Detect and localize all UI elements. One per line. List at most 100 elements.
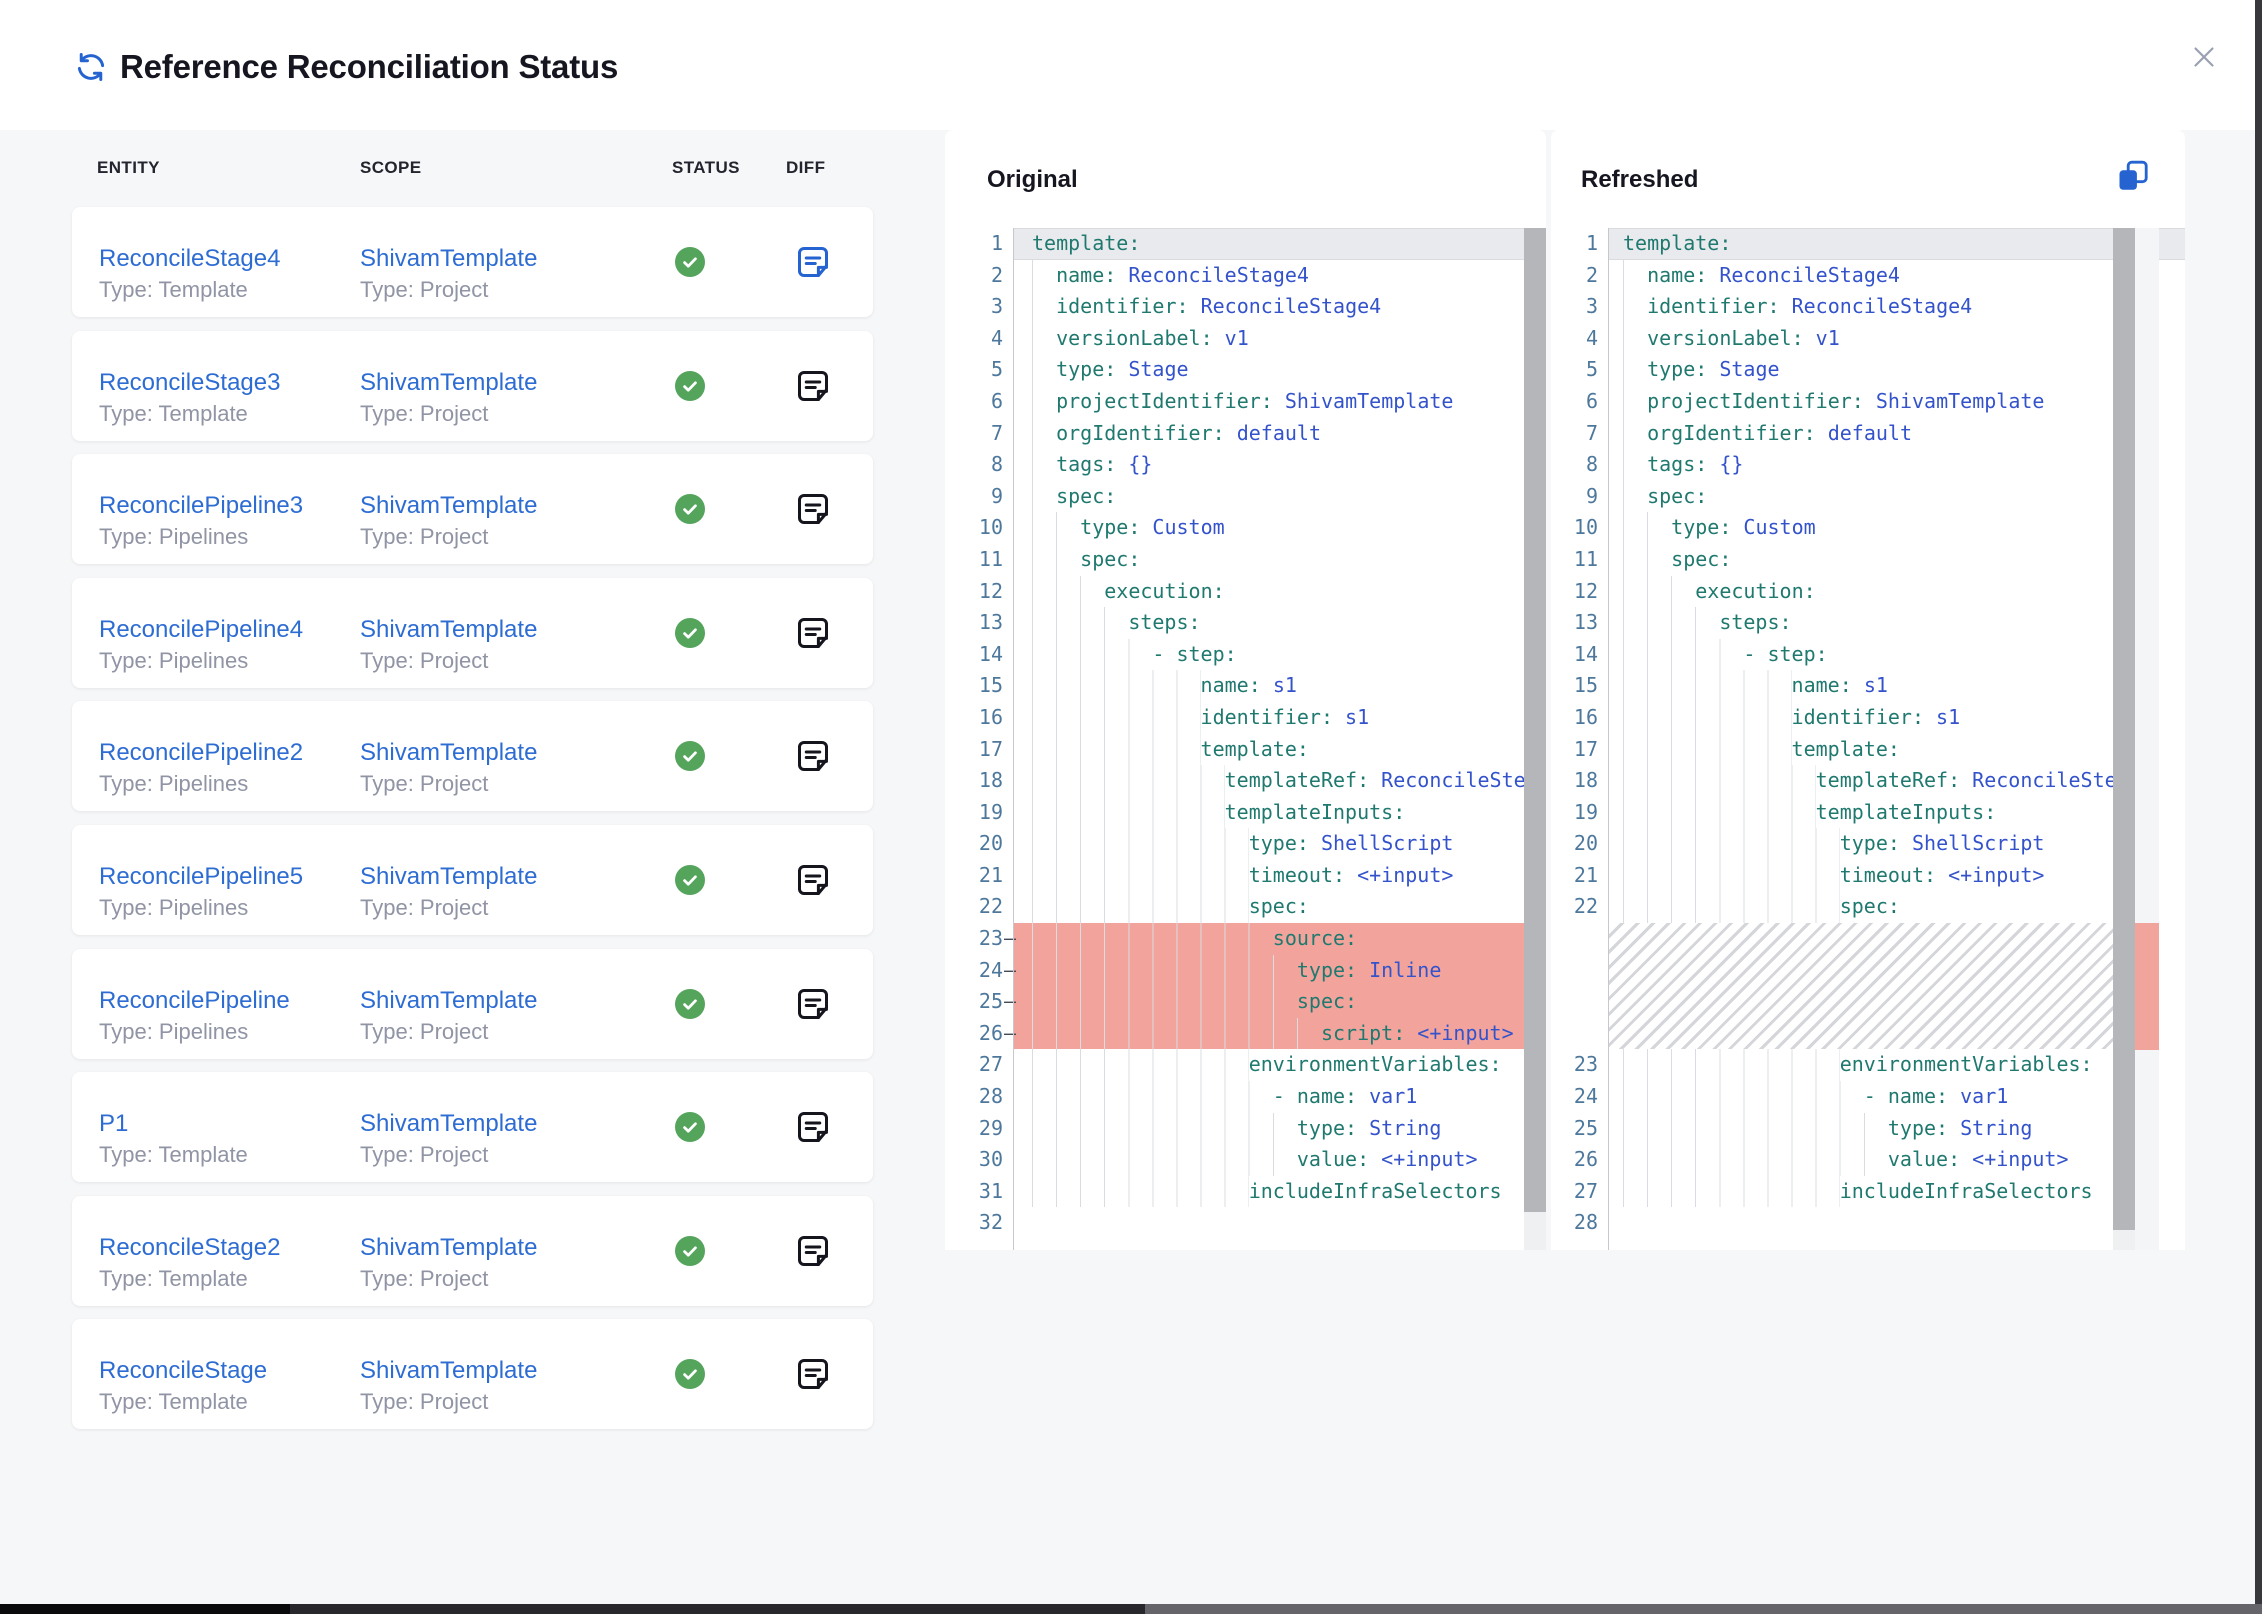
line-number: 3 — [990, 294, 1003, 319]
scope-link[interactable]: ShivamTemplate — [360, 245, 538, 272]
table-row[interactable]: ReconcileStage2 Type: Template ShivamTempl… — [72, 1195, 873, 1306]
yaml-key: - step: — [1152, 641, 1237, 666]
scope-link[interactable]: ShivamTemplate — [360, 615, 538, 643]
table-row[interactable]: ReconcileStage Type: Template ShivamTempla… — [72, 1319, 873, 1430]
diff-button[interactable] — [795, 368, 831, 404]
original-scrollbar[interactable] — [1524, 228, 1546, 1250]
diff-button[interactable] — [795, 862, 831, 898]
indent-guides — [1032, 1144, 1297, 1176]
table-row[interactable]: ReconcilePipeline3 Type: Pipelines ShivamT… — [72, 454, 873, 565]
indent-guides — [1032, 417, 1057, 450]
diff-note-icon — [795, 494, 831, 530]
code-line: 27 environmentVariables: — [945, 1049, 1546, 1082]
indent-guides — [1623, 575, 1696, 608]
refreshed-scrollbar[interactable] — [2113, 228, 2135, 1250]
indent-guides — [1623, 765, 1816, 797]
check-circle-icon — [675, 1235, 705, 1266]
scope-link[interactable]: ShivamTemplate — [360, 368, 538, 396]
yaml-value: ReconcileStage4 — [1128, 262, 1309, 287]
yaml-key: environmentVariables: — [1248, 1052, 1502, 1077]
table-row[interactable]: ReconcilePipeline5 Type: Pipelines ShivamT… — [72, 825, 873, 935]
line-number: 8 — [990, 452, 1003, 477]
diff-button[interactable] — [795, 986, 831, 1022]
code-line: 21 timeout: <+input> — [1551, 859, 2185, 892]
indent-guides — [1032, 923, 1273, 955]
code-text: templateInputs: — [945, 796, 1405, 829]
code-text: steps: — [945, 607, 1201, 639]
code-line: 30 value: <+input> — [945, 1144, 1546, 1176]
yaml-key: spec: — [1671, 546, 1732, 571]
entity-type: Type: Pipelines — [99, 771, 249, 797]
scope-link[interactable]: ShivamTemplate — [360, 863, 538, 890]
code-text: timeout: <+input> — [1551, 859, 2044, 892]
scope-type: Type: Project — [360, 771, 489, 797]
diff-button[interactable] — [795, 615, 831, 651]
yaml-value: var1 — [1369, 1084, 1418, 1109]
copy-button[interactable] — [2115, 158, 2151, 194]
refreshed-scrollbar-thumb[interactable] — [2113, 228, 2135, 1230]
code-text: spec: — [945, 891, 1309, 924]
entity-link[interactable]: ReconcilePipeline3 — [99, 492, 304, 520]
refresh-icon — [74, 50, 108, 84]
scope-link[interactable]: ShivamTemplate — [360, 492, 538, 520]
yaml-value: Stage — [1719, 357, 1780, 382]
yaml-key: template: — [1623, 231, 1732, 255]
scope-link[interactable]: ShivamTemplate — [360, 986, 538, 1014]
table-row[interactable]: ReconcilePipeline2 Type: Pipelines ShivamT… — [72, 701, 873, 812]
yaml-key: spec: — [1296, 989, 1358, 1014]
check-circle-icon — [675, 370, 705, 401]
diff-button[interactable] — [795, 1233, 831, 1269]
diff-button[interactable] — [795, 1109, 831, 1145]
scope-link[interactable]: ShivamTemplate — [360, 1357, 538, 1385]
diff-button[interactable] — [795, 1356, 831, 1392]
scope-link[interactable]: ShivamTemplate — [360, 1233, 538, 1261]
table-row[interactable]: ReconcileStage3 Type: Template ShivamTempl… — [72, 330, 873, 441]
table-row[interactable]: ReconcilePipeline Type: Pipelines ShivamTe… — [72, 948, 873, 1059]
entity-type: Type: Template — [99, 1389, 248, 1415]
scope-link[interactable]: ShivamTemplate — [360, 1110, 538, 1138]
entity-link[interactable]: ReconcileStage2 — [99, 1233, 281, 1261]
entity-link[interactable]: ReconcilePipeline5 — [99, 863, 304, 890]
diff-button[interactable] — [795, 244, 831, 280]
code-text: spec: — [945, 480, 1116, 513]
check-circle-icon — [675, 741, 705, 772]
code-text: includeInfraSelectors — [945, 1175, 1502, 1208]
table-row[interactable]: ReconcilePipeline4 Type: Pipelines ShivamT… — [72, 577, 873, 688]
entity-type: Type: Template — [99, 1265, 248, 1291]
code-text: value: <+input> — [1551, 1144, 2069, 1176]
table-row[interactable]: P1 Type: Template ShivamTemplate Type: Proj… — [72, 1072, 873, 1183]
yaml-value: <+input> — [1381, 1147, 1478, 1172]
code-text: spec: — [945, 543, 1141, 576]
yaml-value: ShivamTemplate — [1875, 388, 2045, 413]
check-circle-icon — [675, 494, 705, 525]
indent-guides — [1032, 796, 1225, 829]
indent-guides — [1032, 385, 1057, 418]
entity-link[interactable]: ReconcilePipeline4 — [99, 615, 304, 643]
scope-link[interactable]: ShivamTemplate — [360, 739, 538, 767]
original-scrollbar-thumb[interactable] — [1524, 228, 1546, 1213]
entity-link[interactable]: ReconcileStage3 — [99, 368, 281, 396]
entity-link[interactable]: ReconcileStage — [99, 1357, 268, 1385]
check-circle-icon — [675, 247, 705, 277]
code-line: 22 spec: — [1551, 891, 2185, 924]
table-row[interactable]: ReconcileStage4 Type: Template ShivamTempl… — [72, 207, 873, 317]
entity-link[interactable]: ReconcilePipeline2 — [99, 739, 304, 767]
yaml-key: tags: — [1647, 452, 1708, 477]
indent-guides — [1032, 607, 1129, 639]
code-line: 2 name: ReconcileStage4 — [945, 259, 1546, 292]
code-line: 15 name: s1 — [1551, 670, 2185, 702]
close-button[interactable] — [2186, 40, 2222, 76]
diff-button[interactable] — [795, 491, 831, 527]
entity-link[interactable]: ReconcileStage4 — [99, 245, 281, 272]
indent-guides — [1032, 259, 1057, 292]
yaml-key: identifier: — [1647, 294, 1780, 319]
code-line: 32 — [945, 1207, 1546, 1239]
line-number: 16 — [1573, 704, 1598, 729]
entity-link[interactable]: ReconcilePipeline — [99, 986, 290, 1014]
diff-button[interactable] — [795, 738, 831, 774]
indent-guides — [1623, 607, 1720, 639]
yaml-key: spec: — [1080, 546, 1141, 571]
entity-link[interactable]: P1 — [99, 1110, 129, 1138]
code-text: identifier: ReconcileStage4 — [1551, 291, 1972, 323]
